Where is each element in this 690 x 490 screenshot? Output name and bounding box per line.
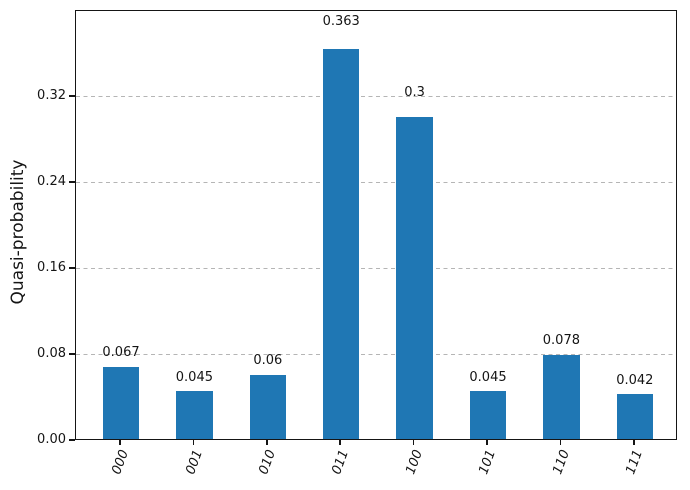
- bar: [102, 366, 140, 439]
- bar: [176, 390, 213, 439]
- bar: [322, 48, 360, 439]
- x-tick-mark: [339, 440, 341, 445]
- x-tick-mark: [559, 440, 562, 445]
- bar: [543, 355, 580, 439]
- x-tick-label: 000: [109, 448, 133, 477]
- y-tick-mark: [69, 181, 75, 183]
- y-gridline: [76, 182, 676, 184]
- x-tick-label: 101: [476, 448, 500, 477]
- y-tick-mark: [69, 95, 75, 97]
- bar-value-label: 0.363: [322, 14, 360, 30]
- x-tick-label: 100: [403, 448, 426, 477]
- bar-value-label: 0.045: [469, 369, 507, 385]
- x-tick-label: 001: [182, 448, 206, 477]
- x-tick-label: 010: [256, 448, 279, 477]
- bar-value-label: 0.06: [253, 352, 283, 368]
- y-gridline: [76, 354, 676, 356]
- x-tick-label: 110: [549, 448, 573, 477]
- x-tick-label: 111: [623, 448, 646, 477]
- y-tick-mark: [69, 353, 75, 355]
- x-tick-mark: [192, 440, 195, 445]
- y-tick-label: 0.16: [37, 260, 66, 275]
- x-tick-mark: [266, 440, 268, 445]
- plot-area: 0.067 0.045 0.06 0.363 0.3 0.045 0.078 0.042: [75, 10, 677, 440]
- y-tick-mark: [69, 267, 75, 269]
- x-tick-mark: [119, 440, 121, 445]
- x-tick-mark: [412, 440, 415, 445]
- x-tick-label: 011: [329, 448, 353, 477]
- bar-value-label: 0.078: [542, 332, 580, 348]
- bar: [469, 390, 507, 439]
- x-tick-mark: [486, 440, 488, 445]
- bar: [616, 393, 654, 439]
- bar: [249, 374, 287, 439]
- y-tick-label: 0.24: [37, 174, 66, 189]
- y-tick-label: 0.00: [37, 432, 66, 447]
- y-gridline: [76, 268, 676, 270]
- y-tick-mark: [69, 439, 75, 441]
- bar-value-label: 0.045: [175, 369, 213, 385]
- bar-value-label: 0.3: [404, 84, 425, 100]
- bar-value-label: 0.042: [616, 373, 654, 389]
- y-tick-label: 0.32: [37, 88, 66, 103]
- y-gridline: [76, 96, 676, 98]
- bar: [396, 116, 433, 439]
- x-tick-mark: [633, 440, 635, 445]
- y-tick-label: 0.08: [37, 346, 66, 361]
- bar-value-label: 0.067: [102, 345, 140, 361]
